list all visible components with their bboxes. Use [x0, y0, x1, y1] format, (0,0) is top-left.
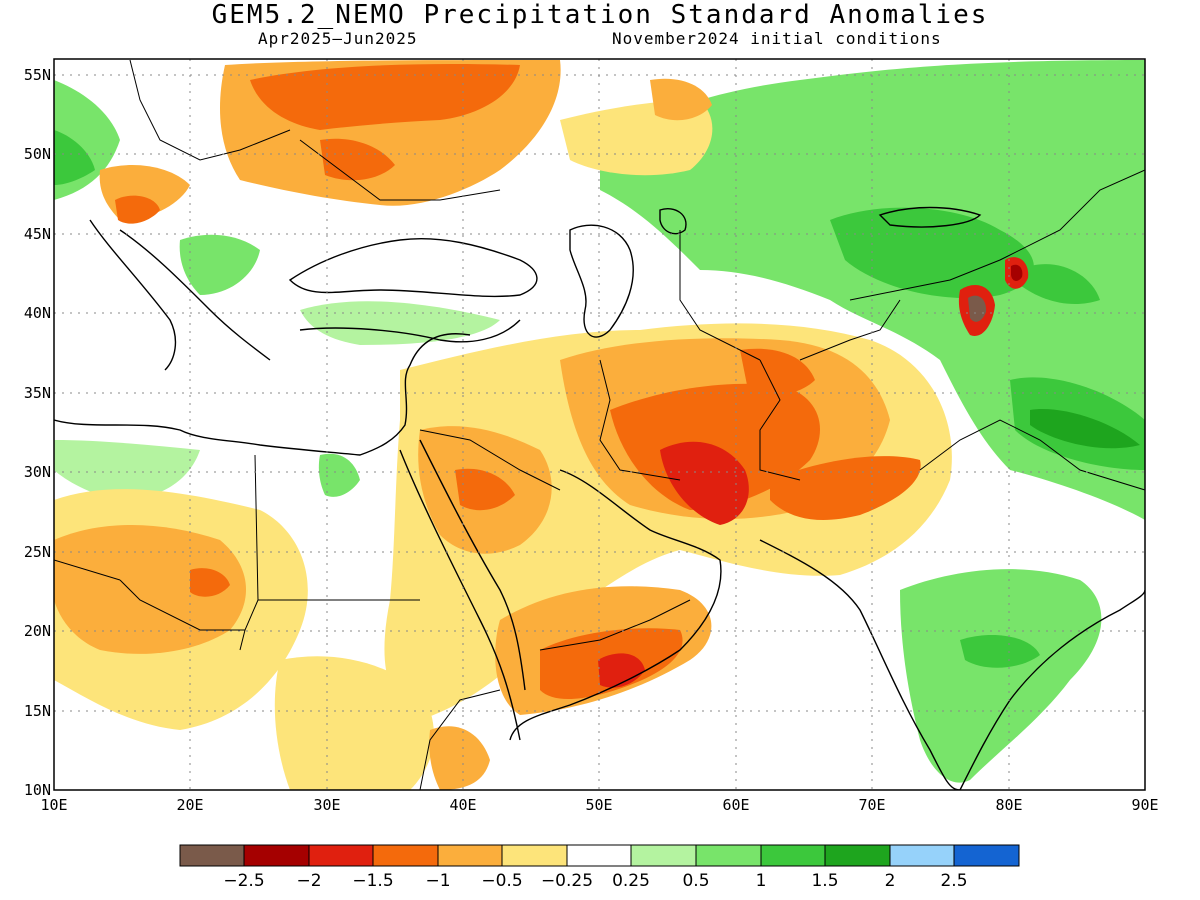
extreme-dry-spot-2-core	[1011, 264, 1023, 281]
colorbar-label: 1.5	[811, 871, 838, 891]
extreme-dry-spot-1-core	[968, 295, 987, 322]
colorbar-label: −2	[296, 871, 321, 891]
green-area-india-deep	[960, 635, 1040, 668]
dry-area-afghanistan	[740, 348, 815, 396]
lat-label: 55N	[24, 66, 51, 84]
dry-area-sahara-mid	[54, 525, 247, 654]
dry-area-iran-deep	[660, 441, 749, 525]
lat-label: 15N	[24, 702, 51, 720]
lat-label: 45N	[24, 225, 51, 243]
lat-label: 35N	[24, 384, 51, 402]
colorbar-swatch	[695, 844, 762, 867]
map-title: GEM5.2_NEMO Precipitation Standard Anoma…	[211, 0, 989, 30]
lon-label: 90E	[1131, 796, 1158, 814]
dry-area-ethiopia	[429, 726, 490, 790]
colorbar-label: −0.5	[481, 871, 522, 891]
lon-label: 20E	[176, 796, 203, 814]
colorbar-swatch	[889, 844, 955, 867]
green-area-deep-3	[1030, 409, 1140, 449]
lat-label: 30N	[24, 463, 51, 481]
lon-label: 10E	[40, 796, 67, 814]
lon-label: 40E	[449, 796, 476, 814]
green-area-balkans	[179, 234, 260, 295]
colorbar-label: 0.25	[612, 871, 650, 891]
colorbar-label: −1	[425, 871, 450, 891]
dry-area-eastern-europe-core2	[320, 138, 395, 181]
latitude-labels: 55N 50N 45N 40N 35N 30N 25N 20N 15N 10N	[24, 66, 51, 799]
green-area-egypt	[318, 453, 360, 497]
dry-area-eastern-europe-core	[250, 63, 520, 130]
coastlines	[54, 206, 1145, 790]
colorbar-label: 1	[756, 871, 767, 891]
colorbar-swatch	[243, 844, 310, 867]
lat-label: 50N	[24, 145, 51, 163]
green-area-turkey	[300, 301, 500, 345]
dry-area-arabia-core	[455, 468, 515, 511]
lat-label: 40N	[24, 304, 51, 322]
lat-label: 25N	[24, 543, 51, 561]
colorbar-swatch	[308, 844, 374, 867]
green-area-europe-west-deep	[54, 130, 95, 185]
country-borders	[54, 59, 1145, 790]
colorbar-label: 0.5	[682, 871, 709, 891]
colorbar-swatch	[372, 844, 439, 867]
map-frame	[53, 58, 1146, 791]
gridlines	[54, 59, 1145, 790]
colorbar-swatch	[437, 844, 503, 867]
dry-area-yemen-deep	[598, 653, 645, 688]
green-area-deep-1	[830, 207, 1034, 299]
lat-label: 10N	[24, 781, 51, 799]
initial-conditions: November2024 initial conditions	[612, 29, 942, 48]
lon-label: 70E	[858, 796, 885, 814]
colorbar-label: 2.5	[940, 871, 967, 891]
lon-label: 50E	[585, 796, 612, 814]
dry-area-sudan	[274, 656, 434, 790]
lon-label: 60E	[722, 796, 749, 814]
colorbar-label: −0.25	[541, 871, 593, 891]
colorbar-label: −2.5	[223, 871, 264, 891]
lon-label: 30E	[313, 796, 340, 814]
colorbar-label: −1.5	[352, 871, 393, 891]
lon-label: 80E	[995, 796, 1022, 814]
colorbar-swatch	[179, 844, 245, 867]
colorbar-swatch	[760, 844, 826, 867]
colorbar: −2.5 −2 −1.5 −1 −0.5 −0.25 0.25 0.5 1 1.…	[179, 844, 1020, 891]
green-area-india	[900, 569, 1102, 783]
green-area-libya	[54, 440, 200, 500]
dry-area-sahara-core	[190, 568, 230, 597]
green-area-deep-4	[1020, 264, 1100, 305]
colorbar-label: 2	[885, 871, 896, 891]
lat-label: 20N	[24, 622, 51, 640]
dry-area-hungary-core	[115, 195, 160, 224]
dry-area-kazakhstan-core	[650, 78, 712, 121]
colorbar-swatch	[566, 844, 632, 867]
colorbar-swatch	[953, 844, 1020, 867]
colorbar-swatch	[630, 844, 697, 867]
colorbar-swatch	[824, 844, 891, 867]
longitude-labels: 10E 20E 30E 40E 50E 60E 70E 80E 90E	[40, 796, 1158, 814]
colorbar-swatch	[501, 844, 568, 867]
forecast-period: Apr2025—Jun2025	[258, 29, 418, 48]
anomaly-field	[54, 60, 1145, 790]
